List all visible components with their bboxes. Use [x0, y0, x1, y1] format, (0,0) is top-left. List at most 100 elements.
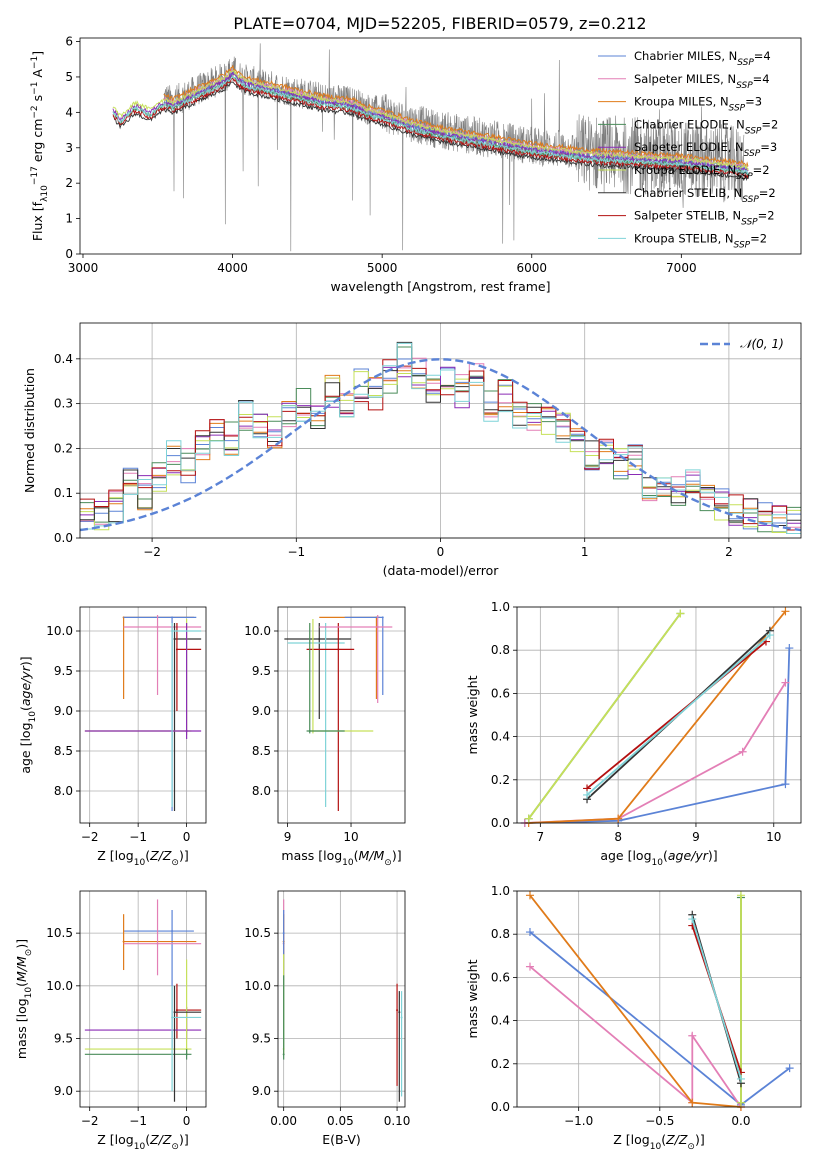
- tick-label-x: 3000: [68, 261, 99, 275]
- data-point: [282, 1053, 285, 1056]
- data-point: [175, 1009, 178, 1012]
- tick-label-x: 10: [343, 830, 358, 844]
- weight-marker: [765, 631, 774, 640]
- tick-label-y: 4: [65, 105, 73, 119]
- data-point: [400, 1016, 403, 1019]
- x-axis-label: wavelength [Angstrom, rest frame]: [330, 279, 550, 294]
- tick-label-y: 0.0: [491, 816, 510, 830]
- weight-marker: [583, 790, 592, 799]
- tick-label-x: 1: [581, 545, 589, 559]
- data-point: [156, 942, 159, 945]
- tick-label-y: 0: [65, 247, 73, 261]
- legend-label: Chabrier STELIB, NSSP=2: [634, 186, 776, 205]
- legend: 𝒩(0, 1): [700, 337, 784, 351]
- weight-marker: [736, 1074, 745, 1083]
- tick-label-y: 8.5: [54, 744, 73, 758]
- tick-label-x: 0: [437, 545, 445, 559]
- weight-line: [524, 682, 787, 824]
- tick-label-x: 0: [183, 830, 191, 844]
- tick-label-x: 6000: [516, 261, 547, 275]
- data-point: [171, 630, 174, 632]
- gaussian-curve: [80, 358, 801, 532]
- tick-label-x: −1: [287, 545, 305, 559]
- tick-label-y: 9.5: [252, 1032, 271, 1046]
- data-point: [318, 638, 321, 640]
- weight-marker: [738, 747, 747, 756]
- tick-label-x: 0.0: [731, 1114, 750, 1128]
- tick-label-x: −0.5: [645, 1114, 674, 1128]
- weight-marker: [688, 915, 697, 924]
- tick-label-y: 2: [65, 176, 73, 190]
- tick-label-x: 0.00: [270, 1114, 297, 1128]
- weight-marker: [525, 962, 534, 971]
- histogram-step: [80, 359, 801, 531]
- axes-frame: [516, 606, 802, 824]
- y-axis-label: Normed distribution: [22, 368, 37, 493]
- tick-label-x: 5000: [367, 261, 398, 275]
- tick-label-x: 8: [614, 830, 622, 844]
- histogram-step: [80, 342, 801, 534]
- weight-line: [529, 965, 742, 1108]
- y-axis-label: mass [log10(M/M⊙)]: [14, 939, 34, 1059]
- tick-label-y: 9.0: [252, 1084, 271, 1098]
- axes-massweight-age: 7 8 9 10 0.0 0.2 0.4 0.6 0.8 1.0 age [log10(age/yr…: [465, 600, 802, 868]
- tick-label-y: 0.4: [491, 1014, 510, 1028]
- tick-label-y: 0.0: [491, 1100, 510, 1114]
- data-point: [156, 626, 159, 628]
- x-axis-label: mass [log10(M/M⊙)]: [281, 848, 401, 868]
- legend-label: Salpeter MILES, NSSP=4: [634, 72, 770, 91]
- tick-label-y: 0.4: [491, 730, 510, 744]
- weight-marker: [688, 1031, 697, 1040]
- tick-label-y: 0.0: [54, 531, 73, 545]
- x-axis-label: age [log10(age/yr)]: [600, 848, 717, 868]
- tick-label-x: 4000: [217, 261, 248, 275]
- tick-label-x: −2: [81, 830, 99, 844]
- axes-frame: [79, 37, 802, 255]
- tick-label-y: 10.0: [244, 624, 271, 638]
- weight-marker: [524, 814, 533, 823]
- model-line: [112, 75, 749, 176]
- tick-label-y: 10.0: [46, 624, 73, 638]
- tick-label-x: 2: [725, 545, 733, 559]
- x-axis-label: E(B-V): [322, 1132, 361, 1147]
- data-point: [398, 1011, 401, 1014]
- weight-marker: [676, 609, 685, 618]
- data-point: [175, 648, 178, 651]
- data-point: [173, 1011, 176, 1014]
- tick-label-x: 0.10: [384, 1114, 411, 1128]
- tick-label-y: 1.0: [491, 600, 510, 614]
- legend: Chabrier MILES, NSSP=4 Salpeter MILES, NS…: [598, 49, 778, 250]
- histogram-step: [80, 366, 801, 526]
- tick-label-y: 0.2: [491, 773, 510, 787]
- legend-label: Salpeter ELODIE, NSSP=3: [634, 140, 777, 159]
- model-line: [112, 77, 749, 179]
- tick-label-y: 10.0: [46, 979, 73, 993]
- model-line: [112, 71, 749, 172]
- axes-mass-Z: −2 −1 0 9.0 9.5 10.0 10.5 Z [log10(Z/Z⊙)] mass […: [14, 890, 207, 1152]
- tick-label-x: 0: [183, 1114, 191, 1128]
- data-point: [337, 648, 340, 651]
- tick-label-y: 5: [65, 70, 73, 84]
- data-point: [185, 1053, 188, 1056]
- tick-label-y: 9.5: [252, 664, 271, 678]
- tick-label-x: −1: [129, 830, 147, 844]
- tick-label-y: 0.2: [491, 1057, 510, 1071]
- legend-label: Chabrier MILES, NSSP=4: [634, 49, 771, 68]
- legend-label: Kroupa STELIB, NSSP=2: [634, 231, 767, 250]
- data-point: [171, 930, 174, 933]
- tick-label-y: 10.5: [46, 926, 73, 940]
- tick-label-y: 8.5: [252, 744, 271, 758]
- axes-age-Z: −2 −1 0 8.0 8.5 9.0 9.5 10.0 Z [log10(Z/Z⊙)] age …: [18, 606, 207, 868]
- data-point: [381, 616, 384, 619]
- tick-label-y: 0.2: [54, 441, 73, 455]
- x-axis-label: Z [log10(Z/Z⊙)]: [97, 848, 188, 868]
- data-point: [324, 642, 327, 644]
- data-point: [185, 730, 188, 732]
- legend-label: Salpeter STELIB, NSSP=2: [634, 209, 775, 228]
- weight-line: [586, 640, 767, 790]
- model-line: [112, 69, 749, 171]
- weight-marker: [736, 1098, 745, 1107]
- y-axis-label: mass weight: [465, 675, 480, 754]
- data-point: [376, 626, 379, 628]
- axes-frame: [79, 606, 207, 824]
